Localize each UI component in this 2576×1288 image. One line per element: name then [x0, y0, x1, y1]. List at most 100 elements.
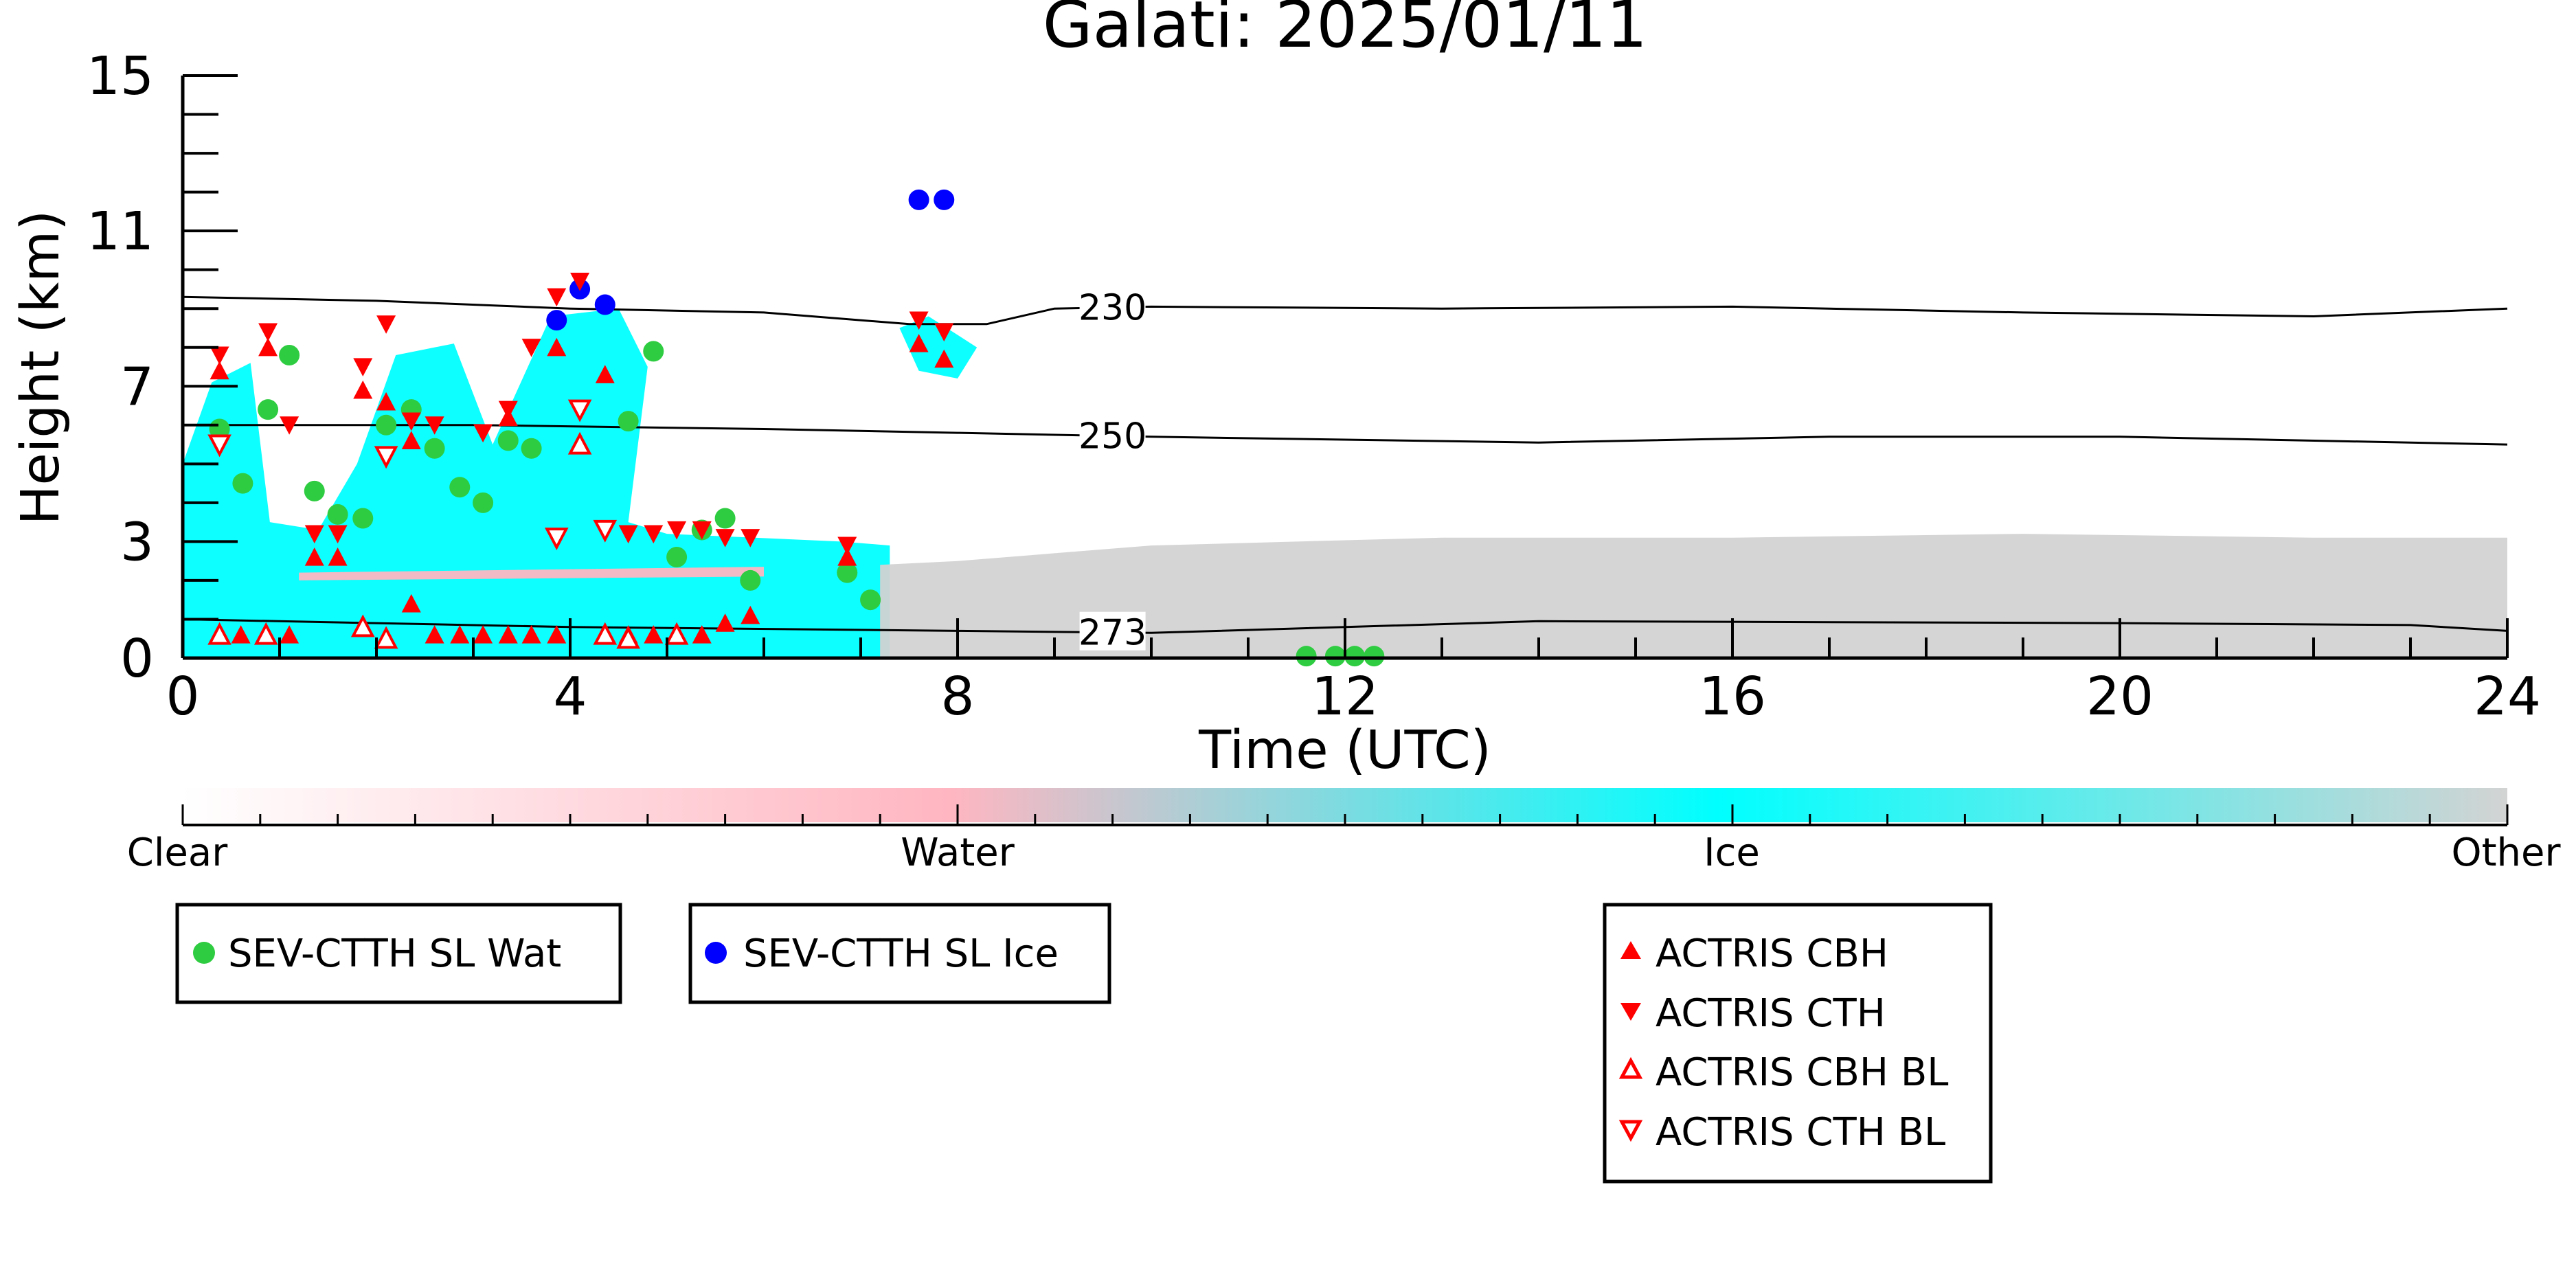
point-actris-cbh-bl [253, 622, 278, 645]
point-actris-cth [401, 412, 421, 431]
point-actris-cbh [498, 625, 518, 644]
legend-box [1603, 903, 1993, 1184]
point-sev-ctth-sl-wat [1344, 646, 1366, 667]
point-sev-ctth-sl-wat [837, 562, 858, 583]
legend-actris: ACTRIS CBH ACTRIS CTH ACTRIS CBH BL ACTR… [1603, 903, 1993, 1184]
legend-label-sev-wat: SEV-CTTH SL Wat [228, 931, 561, 976]
point-sev-ctth-sl-wat [740, 569, 761, 591]
contour-label-273: 273 [1078, 613, 1146, 654]
contour-label-bg-273 [1079, 611, 1146, 651]
point-sev-ctth-sl-wat [618, 411, 639, 432]
point-sev-ctth-sl-wat [1364, 646, 1385, 667]
point-actris-cth [570, 273, 590, 291]
point-actris-cth-bl [207, 434, 231, 457]
point-sev-ctth-sl-wat [232, 473, 253, 494]
contour-line-250 [183, 424, 2508, 446]
point-sev-ctth-sl-wat [1324, 646, 1346, 667]
contour-line-230 [182, 295, 2508, 326]
point-actris-cbh [353, 380, 373, 399]
contour-label-250: 250 [1078, 416, 1146, 457]
contour-label-bg-250 [1079, 415, 1146, 454]
point-sev-ctth-sl-ice [594, 294, 615, 315]
point-actris-cbh-bl [350, 614, 375, 637]
x-tick-label: 16 [1699, 666, 1766, 727]
point-actris-cth [837, 536, 857, 556]
point-sev-ctth-sl-ice [934, 189, 955, 210]
point-actris-cth [934, 323, 954, 342]
point-actris-cbh [547, 625, 567, 644]
legend-sev-wat: SEV-CTTH SL Wat [175, 903, 622, 1004]
point-sev-ctth-sl-wat [352, 508, 374, 529]
point-sev-ctth-sl-wat [521, 438, 542, 459]
point-actris-cbh [450, 625, 470, 644]
point-sev-ctth-sl-wat [327, 504, 348, 525]
point-actris-cth [909, 311, 929, 330]
point-actris-cbh [304, 547, 324, 566]
point-sev-ctth-sl-wat [714, 508, 736, 529]
point-actris-cbh [595, 365, 615, 383]
point-actris-cth [425, 416, 444, 435]
point-actris-cbh [401, 594, 421, 613]
point-actris-cth-bl [374, 446, 398, 469]
point-actris-cth [644, 525, 664, 544]
legend-label-actris-cth: ACTRIS CTH [1656, 991, 1886, 1036]
legend-label-actris-cbh: ACTRIS CBH [1656, 931, 1888, 976]
point-sev-ctth-sl-wat [1296, 646, 1317, 667]
point-actris-cbh [376, 392, 396, 411]
legend-box [688, 903, 1111, 1004]
x-tick-label: 0 [166, 666, 200, 727]
colorbar-ticks [181, 804, 2509, 825]
point-sev-ctth-sl-wat [304, 480, 325, 501]
legend-marker-actris-cth-bl [1618, 1120, 1643, 1142]
point-actris-cbh [521, 625, 541, 644]
chart-title: Galati: 2025/01/11 [1043, 0, 1647, 63]
point-actris-cbh [909, 334, 929, 352]
point-sev-ctth-sl-wat [643, 341, 664, 362]
point-actris-cbh [401, 431, 421, 450]
legend-marker-actris-cbh-bl [1618, 1057, 1643, 1079]
point-actris-cth [328, 525, 348, 544]
point-actris-cbh-bl [593, 622, 618, 645]
retrieval-markers [207, 189, 1385, 667]
point-actris-cth-bl [593, 519, 618, 543]
point-sev-ctth-sl-ice [546, 310, 567, 331]
x-axis-label: Time (UTC) [1198, 720, 1491, 781]
point-actris-cth [353, 358, 373, 376]
point-sev-ctth-sl-wat [376, 414, 397, 436]
cloud-cover-layer [183, 308, 2507, 658]
point-sev-ctth-sl-wat [424, 438, 445, 459]
point-actris-cbh [934, 349, 954, 368]
cloud-region-water-2 [299, 567, 764, 580]
point-actris-cbh [258, 337, 278, 357]
legend-label-actris-cth-bl: ACTRIS CTH BL [1656, 1110, 1945, 1155]
y-axis-label: Height (km) [10, 210, 71, 526]
colorbar: Clear Water Ice Other [127, 788, 2561, 875]
point-actris-cth [521, 339, 541, 357]
point-actris-cth [667, 521, 687, 540]
point-actris-cth-bl [544, 528, 569, 551]
colorbar-label-ice: Ice [1704, 831, 1760, 875]
y-tick-label: 15 [87, 46, 154, 107]
x-tick-label: 20 [2086, 666, 2154, 727]
point-actris-cbh-bl [374, 626, 398, 649]
colorbar-label-other: Other [2451, 831, 2561, 875]
point-sev-ctth-sl-wat [449, 477, 471, 498]
point-actris-cth [741, 529, 760, 547]
x-tick-label: 4 [554, 666, 587, 727]
point-actris-cbh [741, 605, 760, 624]
y-tick-label: 3 [120, 512, 154, 573]
cloud-region-other-3 [880, 534, 2507, 658]
point-actris-cbh [328, 547, 348, 566]
point-actris-cth [258, 323, 278, 342]
colorbar-label-water: Water [901, 831, 1015, 875]
point-sev-ctth-sl-wat [473, 492, 494, 513]
point-sev-ctth-sl-wat [860, 589, 881, 611]
point-actris-cth [473, 424, 493, 443]
x-tick-label: 24 [2474, 666, 2541, 727]
legend-label-actris-cbh-bl: ACTRIS CBH BL [1656, 1050, 1948, 1095]
point-actris-cbh [473, 625, 493, 644]
point-actris-cth [692, 521, 712, 540]
y-tick-label: 11 [87, 201, 154, 262]
point-actris-cbh [692, 625, 712, 644]
